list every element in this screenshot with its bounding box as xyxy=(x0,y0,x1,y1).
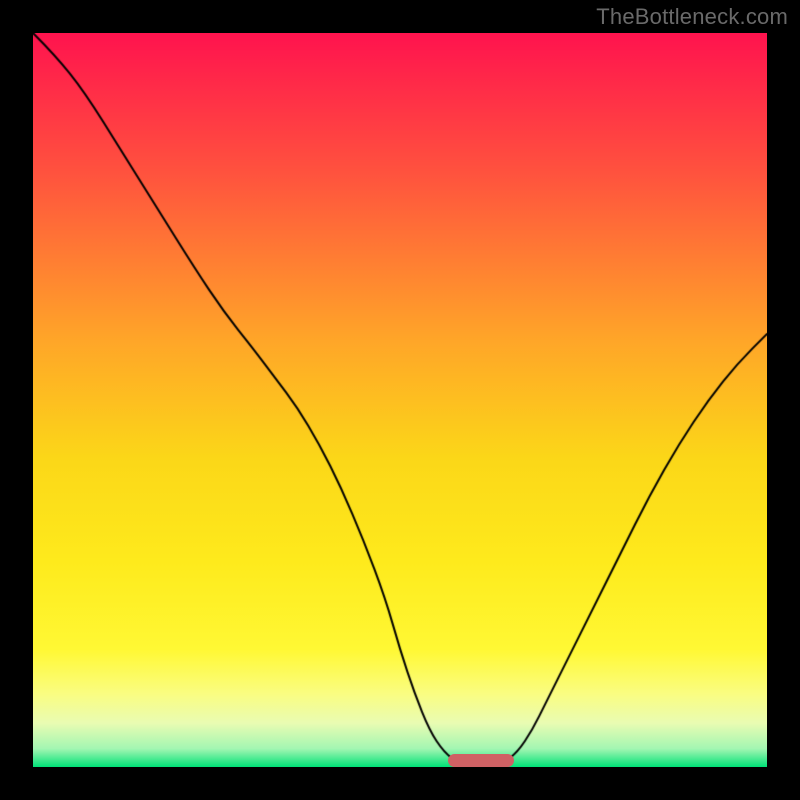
watermark-text: TheBottleneck.com xyxy=(596,4,788,30)
plot-area xyxy=(33,33,767,767)
bottom-marker-pill xyxy=(448,754,514,767)
curve-canvas xyxy=(33,33,767,767)
